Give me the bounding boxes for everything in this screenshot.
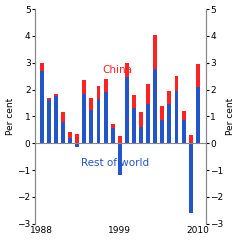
Text: Rest of world: Rest of world <box>81 158 149 168</box>
Y-axis label: Per cent: Per cent <box>6 98 14 135</box>
Bar <box>125 63 129 77</box>
Bar <box>75 134 79 143</box>
Bar <box>182 111 186 120</box>
Bar <box>174 76 178 91</box>
Bar <box>139 112 143 127</box>
Bar <box>40 63 44 71</box>
Bar <box>54 96 58 143</box>
Bar <box>61 122 65 143</box>
Bar <box>40 71 44 143</box>
Bar <box>47 100 51 143</box>
Bar <box>153 69 157 143</box>
Bar <box>132 95 136 108</box>
Bar <box>118 136 122 143</box>
Bar <box>167 104 171 143</box>
Bar <box>132 108 136 143</box>
Bar <box>196 64 200 87</box>
Bar <box>125 77 129 143</box>
Bar <box>47 98 51 100</box>
Bar <box>89 110 94 143</box>
Bar <box>97 86 100 99</box>
Bar <box>89 98 94 110</box>
Bar <box>153 34 157 69</box>
Bar <box>189 143 193 213</box>
Bar <box>146 104 150 143</box>
Bar <box>104 92 107 143</box>
Bar <box>68 133 72 138</box>
Bar <box>160 120 164 143</box>
Bar <box>104 79 107 92</box>
Bar <box>118 143 122 175</box>
Bar <box>75 143 79 147</box>
Bar <box>139 127 143 143</box>
Bar <box>82 94 86 143</box>
Text: China: China <box>102 66 132 75</box>
Bar <box>182 120 186 143</box>
Bar <box>54 94 58 96</box>
Bar <box>189 135 193 143</box>
Bar <box>160 106 164 120</box>
Bar <box>68 138 72 143</box>
Bar <box>111 128 115 143</box>
Bar <box>167 91 171 104</box>
Y-axis label: Per cent: Per cent <box>227 98 235 135</box>
Bar <box>111 124 115 128</box>
Bar <box>97 99 100 143</box>
Bar <box>61 112 65 122</box>
Bar <box>82 80 86 94</box>
Bar <box>196 87 200 143</box>
Bar <box>174 91 178 143</box>
Bar <box>146 84 150 104</box>
